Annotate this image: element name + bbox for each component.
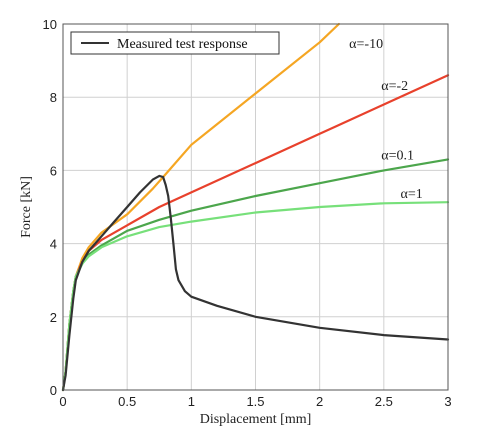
x-tick-label-0: 0 — [59, 394, 66, 409]
legend: Measured test response — [70, 31, 280, 55]
series-annotation-3: α=1 — [401, 187, 423, 202]
x-tick-label-2: 1 — [188, 394, 195, 409]
legend-label-measured: Measured test response — [117, 37, 248, 52]
x-tick-label-1: 0.5 — [118, 394, 136, 409]
y-tick-label-0: 0 — [50, 383, 57, 398]
series-annotation-2: α=0.1 — [381, 148, 414, 163]
series-annotation-1: α=-2 — [381, 79, 408, 94]
x-tick-label-6: 3 — [444, 394, 451, 409]
series-line-1 — [61, 22, 340, 392]
annotations: α=-10 α=-2 α=0.1 α=1 — [349, 37, 423, 202]
tick-labels: 0 0.5 1 1.5 2 2.5 3 0 2 4 6 8 10 — [43, 17, 452, 409]
y-axis-title: Force [kN] — [19, 176, 34, 238]
plot-frame — [62, 23, 449, 391]
series-line-0 — [61, 174, 450, 392]
series-lines — [61, 22, 450, 392]
y-tick-label-1: 2 — [50, 310, 57, 325]
x-axis-title: Displacement [mm] — [200, 412, 312, 427]
y-tick-label-4: 8 — [50, 90, 57, 105]
y-tick-label-3: 6 — [50, 163, 57, 178]
y-tick-label-2: 4 — [50, 237, 57, 252]
x-tick-label-5: 2.5 — [375, 394, 393, 409]
y-tick-label-5: 10 — [43, 17, 57, 32]
x-tick-label-3: 1.5 — [246, 394, 264, 409]
series-annotation-0: α=-10 — [349, 37, 383, 52]
legend-box — [70, 31, 280, 55]
x-tick-label-4: 2 — [316, 394, 323, 409]
